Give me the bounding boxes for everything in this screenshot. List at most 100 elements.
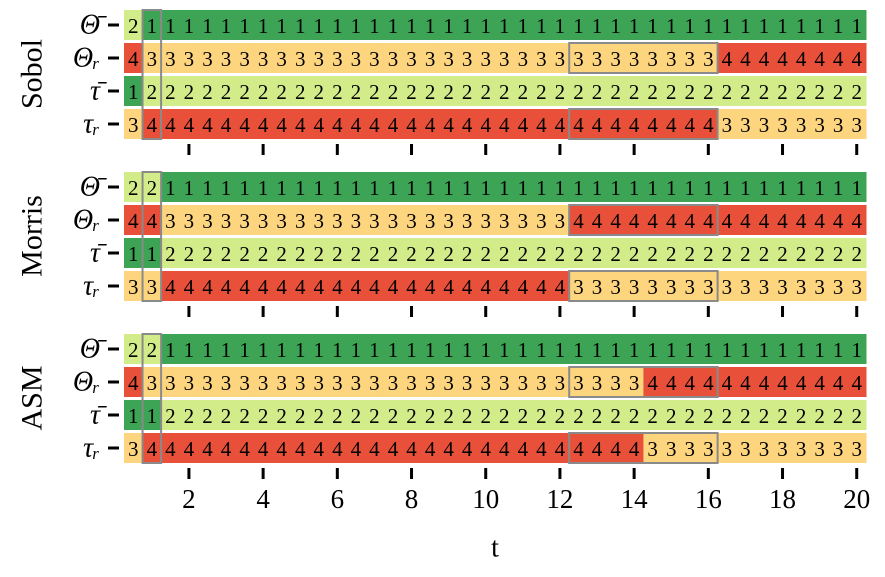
cell: [587, 271, 607, 301]
highlight-box: [141, 9, 163, 140]
row-label: τᵣ: [83, 271, 100, 302]
cell: [290, 76, 310, 106]
cell-label: 3: [555, 209, 566, 233]
cell-label: 4: [851, 47, 862, 71]
cell: [402, 109, 422, 139]
cell-label: 2: [740, 404, 751, 428]
cell: [699, 76, 719, 106]
cell: [532, 367, 552, 397]
cell-label: 1: [332, 338, 343, 362]
cell-label: 1: [480, 338, 491, 362]
cell: [235, 76, 255, 106]
cell: [828, 109, 848, 139]
cell-label: 3: [833, 437, 844, 461]
cell: [179, 433, 199, 463]
cell: [495, 109, 515, 139]
cell-label: 2: [722, 242, 733, 266]
cell: [661, 238, 681, 268]
cell: [810, 10, 830, 40]
cell: [142, 10, 162, 40]
cell-label: 1: [388, 14, 399, 38]
cell: [791, 367, 811, 397]
cell: [383, 433, 403, 463]
cell: [235, 205, 255, 235]
cell: [253, 76, 273, 106]
cell-label: 3: [518, 47, 529, 71]
highlight-box: [568, 270, 719, 302]
cell-label: 4: [703, 209, 714, 233]
cell-label: 4: [258, 113, 269, 137]
cell: [402, 367, 422, 397]
cell: [736, 10, 756, 40]
cell-label: 2: [165, 242, 176, 266]
cell-label: 1: [276, 176, 287, 200]
cell-label: 2: [499, 404, 510, 428]
cell: [699, 205, 719, 235]
cell: [309, 433, 329, 463]
cell: [680, 271, 700, 301]
x-tick-label: 2: [182, 484, 196, 514]
cell-label: 4: [759, 209, 770, 233]
cell-label: 3: [202, 371, 213, 395]
cell-label: 2: [221, 80, 232, 104]
cell-label: 3: [796, 437, 807, 461]
cell: [754, 205, 774, 235]
cell-label: 3: [128, 113, 139, 137]
cell-label: 2: [443, 80, 454, 104]
cell-label: 1: [202, 338, 213, 362]
cell-label: 3: [221, 47, 232, 71]
cell: [791, 109, 811, 139]
highlight-box: [568, 204, 719, 236]
cell: [810, 76, 830, 106]
cell-label: 3: [610, 371, 621, 395]
cell-label: 3: [221, 209, 232, 233]
cell-label: 1: [814, 176, 825, 200]
cell: [124, 367, 144, 397]
cell: [365, 334, 385, 364]
x-tick-label: 4: [256, 484, 270, 514]
x-tick-label: 6: [331, 484, 345, 514]
cell-label: 3: [314, 371, 325, 395]
cell-label: 1: [592, 338, 603, 362]
cell-label: 4: [814, 371, 825, 395]
cell-label: 4: [276, 113, 287, 137]
cell-label: 2: [759, 242, 770, 266]
cell-label: 3: [685, 437, 696, 461]
cell-label: 3: [369, 371, 380, 395]
cell: [346, 367, 366, 397]
cell-label: 1: [796, 338, 807, 362]
cell: [142, 334, 162, 364]
cell: [624, 433, 644, 463]
cell-label: 1: [351, 338, 362, 362]
cell: [717, 10, 737, 40]
cell: [216, 43, 236, 73]
cell-label: 4: [666, 113, 677, 137]
cell: [773, 271, 793, 301]
cell: [439, 43, 459, 73]
cell-label: 3: [147, 275, 158, 299]
cell-label: 3: [184, 209, 195, 233]
cell: [198, 10, 218, 40]
cell-label: 2: [536, 80, 547, 104]
cell-label: 4: [184, 437, 195, 461]
cell: [420, 43, 440, 73]
cell-label: 4: [314, 437, 325, 461]
cell: [253, 334, 273, 364]
cell-label: 1: [147, 14, 158, 38]
cell-label: 1: [647, 14, 658, 38]
cell-label: 2: [314, 404, 325, 428]
cell: [532, 109, 552, 139]
cell-label: 2: [573, 80, 584, 104]
cell: [569, 109, 589, 139]
cell: [476, 109, 496, 139]
cell-label: 1: [462, 338, 473, 362]
cell: [198, 334, 218, 364]
row-label: Θ̄: [80, 334, 107, 365]
cell: [699, 334, 719, 364]
cell-label: 4: [332, 275, 343, 299]
cell-label: 4: [202, 275, 213, 299]
cell-label: 3: [314, 47, 325, 71]
cell-label: 2: [202, 404, 213, 428]
x-tick-label: 8: [405, 484, 419, 514]
cell-label: 2: [221, 242, 232, 266]
